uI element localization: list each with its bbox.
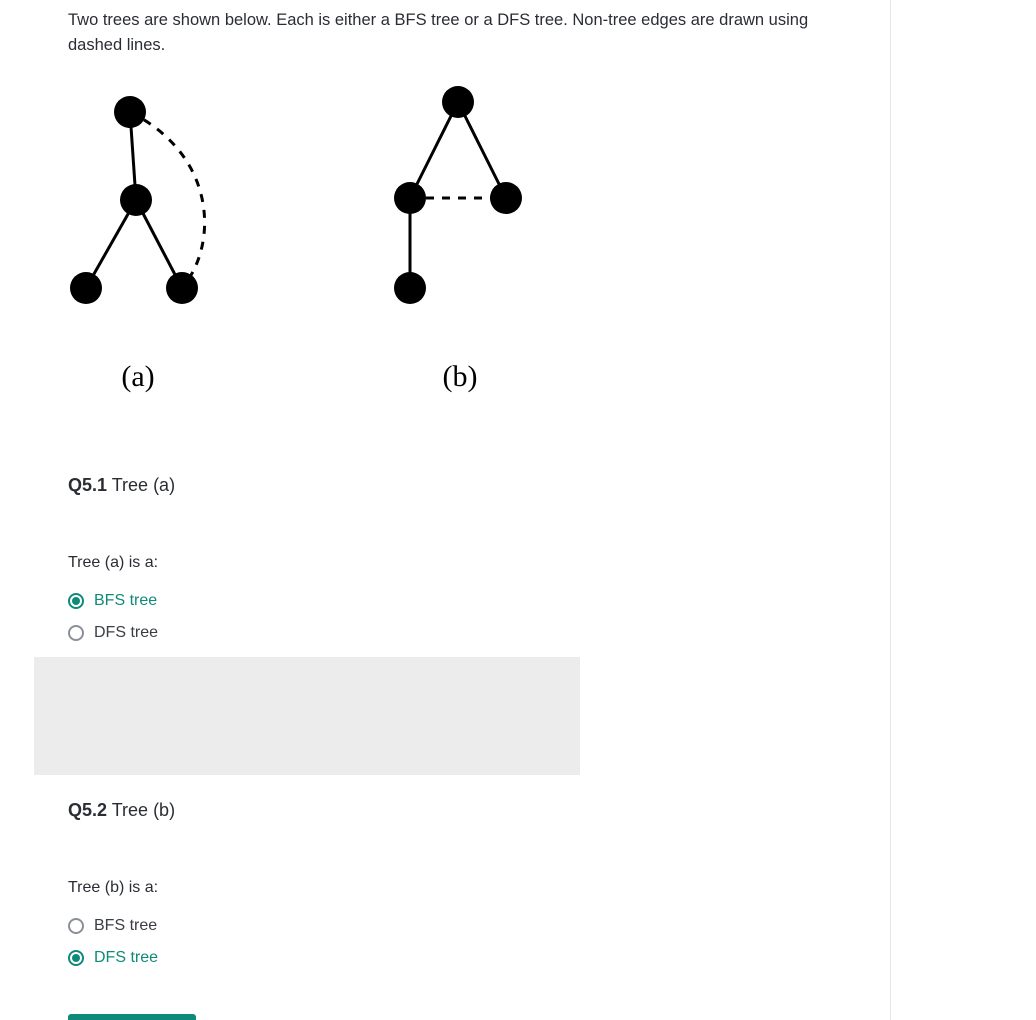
q1-options-group: BFS tree DFS tree [68, 585, 832, 649]
option-label: BFS tree [94, 914, 157, 938]
q1-option-1[interactable]: DFS tree [68, 617, 832, 649]
q2-name: Tree (b) [112, 800, 175, 820]
q2-prompt: Tree (b) is a: [68, 876, 832, 900]
option-label: DFS tree [94, 621, 158, 645]
radio-selected-icon [68, 950, 84, 966]
q2-option-1[interactable]: DFS tree [68, 942, 832, 974]
svg-text:(a): (a) [121, 360, 154, 393]
option-label: BFS tree [94, 589, 157, 613]
q1-option-0[interactable]: BFS tree [68, 585, 832, 617]
radio-selected-icon [68, 593, 84, 609]
q1-number: Q5.1 [68, 475, 107, 495]
q2-number: Q5.2 [68, 800, 107, 820]
q1-prompt: Tree (a) is a: [68, 551, 832, 575]
side-panel [891, 0, 1036, 1020]
q2-points-blank [68, 830, 178, 850]
q2-options-group: BFS tree DFS tree [68, 910, 832, 974]
q1-points-blank [68, 505, 178, 525]
bottom-teal-strip [68, 1014, 196, 1020]
figure-container: (a) (b) [68, 86, 524, 416]
tree-diagram: (a) (b) [68, 86, 524, 416]
intro-text: Two trees are shown below. Each is eithe… [68, 8, 832, 58]
q2-title: Q5.2 Tree (b) [68, 797, 832, 824]
q1-title: Q5.1 Tree (a) [68, 472, 832, 499]
q1-name: Tree (a) [112, 475, 175, 495]
option-label: DFS tree [94, 946, 158, 970]
radio-unselected-icon [68, 625, 84, 641]
answer-gap-box [34, 657, 580, 775]
q2-option-0[interactable]: BFS tree [68, 910, 832, 942]
main-panel: Two trees are shown below. Each is eithe… [0, 0, 891, 1020]
radio-unselected-icon [68, 918, 84, 934]
page-root: Two trees are shown below. Each is eithe… [0, 0, 1036, 1020]
svg-text:(b): (b) [443, 360, 478, 393]
